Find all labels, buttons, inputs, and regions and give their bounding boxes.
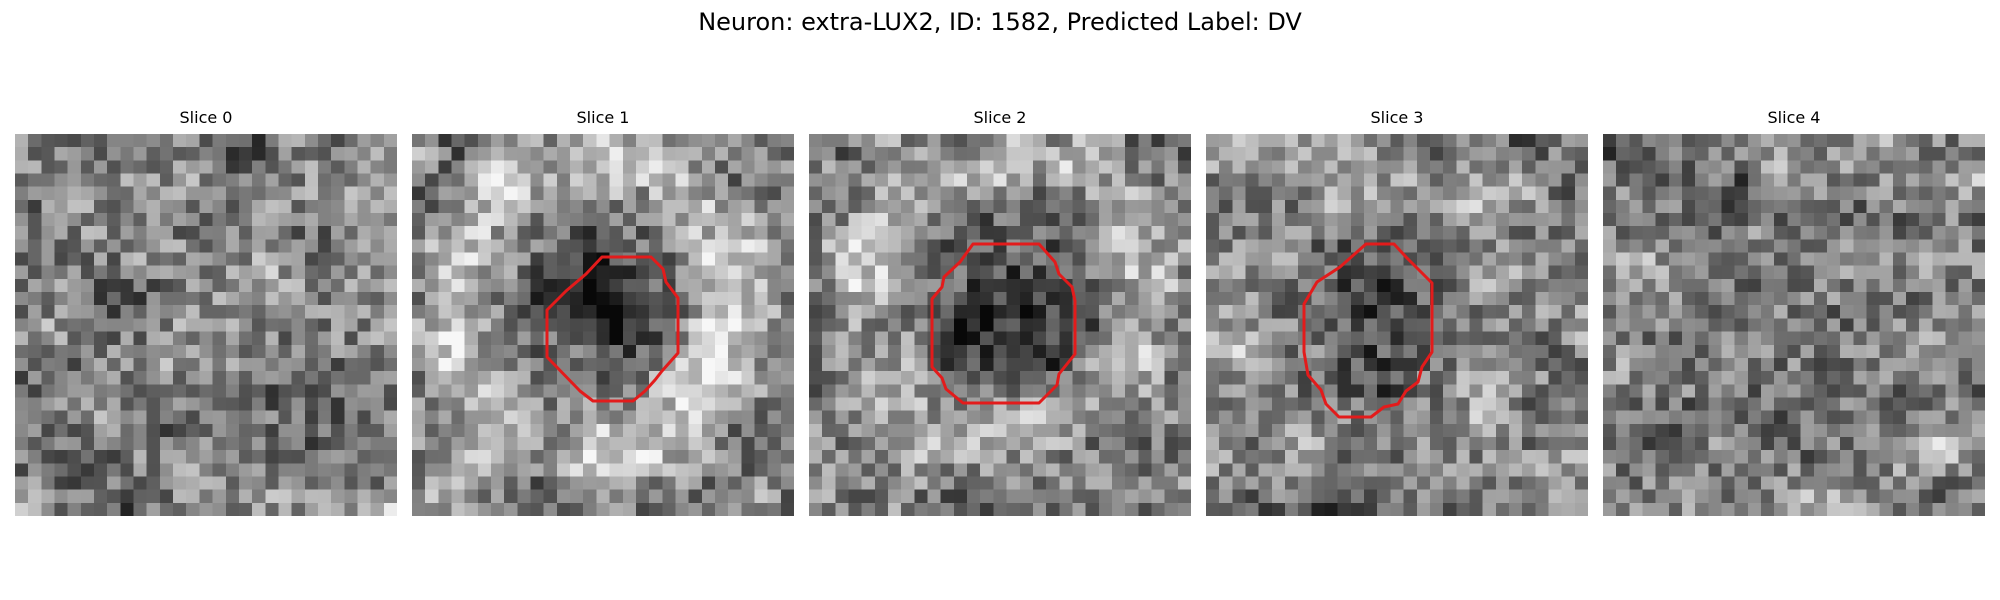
slice-image <box>412 134 794 516</box>
slice-panel-2: Slice 2 <box>809 108 1191 516</box>
slice-title: Slice 2 <box>973 108 1027 127</box>
slice-panel-3: Slice 3 <box>1206 108 1588 516</box>
slice-title: Slice 3 <box>1370 108 1424 127</box>
slice-title: Slice 4 <box>1767 108 1821 127</box>
slice-panel-4: Slice 4 <box>1603 108 1985 516</box>
slice-image <box>809 134 1191 516</box>
slice-image <box>1603 134 1985 516</box>
figure-title: Neuron: extra-LUX2, ID: 1582, Predicted … <box>698 8 1302 36</box>
slice-image <box>15 134 397 516</box>
slice-panel-0: Slice 0 <box>15 108 397 516</box>
slice-title: Slice 1 <box>576 108 630 127</box>
slice-title: Slice 0 <box>179 108 233 127</box>
slice-image <box>1206 134 1588 516</box>
slice-panel-1: Slice 1 <box>412 108 794 516</box>
